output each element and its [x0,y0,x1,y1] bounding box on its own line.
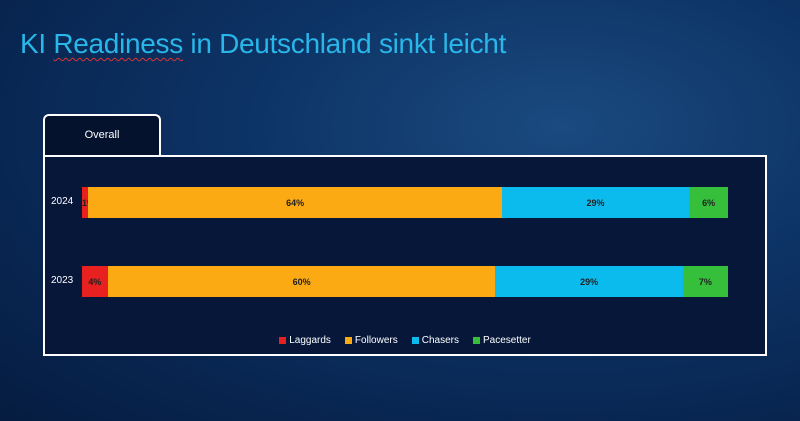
bar-segment-followers: 64% [88,187,502,218]
legend-label: Pacesetter [482,335,531,346]
legend-swatch [472,337,480,344]
y-tick-label: 2024 [51,196,74,207]
legend-item: Laggards [279,335,331,346]
title-part-readiness: Readiness [53,28,183,59]
legend-label: Followers [354,335,398,346]
title-part: in Deutschland sinkt leicht [182,28,507,59]
tab-overall[interactable]: Overall [43,114,161,156]
legend-label: Chasers [421,335,459,346]
legend-swatch [344,337,352,344]
legend-swatch [279,337,287,344]
legend-item: Chasers [411,335,459,346]
bar-segment-followers: 60% [107,266,496,297]
bar-segment-laggards: 4% [82,266,108,297]
legend-item: Followers [344,335,398,346]
title-part: KI [20,28,54,59]
bar-segment-pacesetter: 7% [682,266,728,297]
legend-item: Pacesetter [472,335,531,346]
y-tick-label: 2023 [51,275,74,286]
bar-segment-pacesetter: 6% [689,187,728,218]
slide-title: KI Readiness in Deutschland sinkt leicht [20,28,506,60]
bar-segment-chasers: 29% [495,266,683,297]
legend-swatch [411,337,419,344]
legend: Laggards Followers Chasers Pacesetter [45,335,765,346]
legend-label: Laggards [289,335,331,346]
bar-segment-chasers: 29% [501,187,690,218]
